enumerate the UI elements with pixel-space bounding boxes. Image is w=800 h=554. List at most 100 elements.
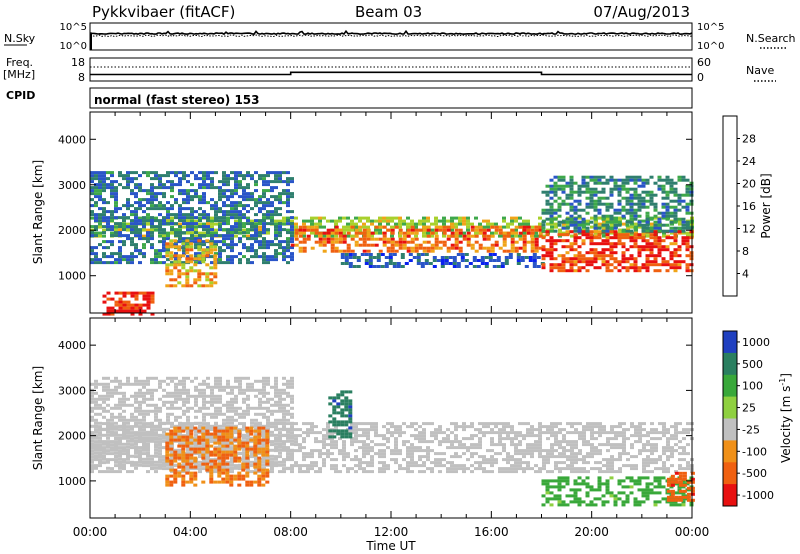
heatmap-cell (350, 440, 354, 444)
heatmap-cell (318, 231, 323, 235)
heatmap-cell (480, 262, 485, 265)
heatmap-cell (442, 458, 446, 462)
heatmap-cell (306, 455, 310, 459)
heatmap-cell (554, 434, 558, 438)
heatmap-cell (446, 249, 451, 253)
heatmap-cell (154, 258, 158, 262)
heatmap-cell (218, 249, 222, 253)
heatmap-cell (106, 186, 110, 190)
heatmap-cell (440, 256, 445, 259)
heatmap-cell (633, 187, 638, 191)
heatmap-cell (177, 281, 182, 285)
heatmap-cell (418, 464, 422, 468)
heatmap-cell (597, 266, 602, 270)
heatmap-cell (98, 174, 102, 178)
heatmap-cell (214, 240, 218, 244)
heatmap-cell (434, 237, 439, 241)
heatmap-cell (278, 207, 282, 211)
heatmap-cell (414, 249, 419, 253)
heatmap-cell (530, 446, 534, 450)
heatmap-cell (686, 422, 690, 426)
heatmap-cell (154, 388, 158, 392)
heatmap-cell (506, 225, 510, 229)
heatmap-cell (110, 243, 114, 247)
heatmap-cell (625, 202, 630, 206)
heatmap-cell (538, 467, 542, 471)
heatmap-cell (106, 436, 110, 440)
heatmap-cell (106, 470, 110, 474)
heatmap-cell (382, 237, 387, 241)
heatmap-cell (610, 461, 614, 465)
heatmap-cell (218, 207, 222, 211)
heatmap-cell (242, 243, 246, 247)
heatmap-cell (118, 246, 122, 250)
heatmap-cell (186, 219, 190, 223)
heatmap-cell (202, 186, 206, 190)
heatmap-cell (606, 464, 610, 468)
heatmap-cell (102, 388, 106, 392)
heatmap-cell (98, 180, 102, 184)
heatmap-cell (242, 428, 246, 432)
heatmap-cell (601, 223, 606, 227)
heatmap-cell (346, 222, 350, 226)
heatmap-cell (162, 394, 166, 398)
heatmap-cell (454, 434, 458, 438)
heatmap-cell (434, 434, 438, 438)
heatmap-cell (158, 255, 162, 259)
heatmap-cell (658, 455, 662, 459)
heatmap-cell (364, 259, 369, 262)
heatmap-cell (420, 253, 425, 256)
heatmap-cell (286, 183, 290, 187)
heatmap-cell (114, 252, 118, 256)
heatmap-cell (134, 186, 138, 190)
power-y-axis-label: Slant Range [km] (31, 160, 45, 264)
heatmap-cell (466, 231, 471, 235)
heatmap-cell (534, 237, 539, 241)
heatmap-cell (665, 223, 670, 227)
heatmap-cell (110, 234, 114, 238)
heatmap-cell (558, 446, 562, 450)
heatmap-cell (488, 253, 493, 256)
heatmap-cell (270, 189, 274, 193)
heatmap-cell (641, 205, 646, 209)
heatmap-cell (158, 455, 162, 459)
heatmap-cell (278, 174, 282, 178)
heatmap-cell (234, 210, 238, 214)
heatmap-cell (262, 177, 266, 181)
heatmap-cell (178, 415, 182, 419)
heatmap-cell (134, 439, 138, 443)
heatmap-cell (114, 442, 118, 446)
heatmap-cell (202, 222, 206, 226)
heatmap-cell (234, 204, 238, 208)
heatmap-cell (541, 208, 546, 212)
heatmap-cell (162, 246, 166, 250)
heatmap-cell (574, 458, 578, 462)
heatmap-cell (502, 431, 506, 435)
heatmap-cell (678, 228, 682, 232)
heatmap-cell (278, 180, 282, 184)
heatmap-cell (342, 452, 346, 456)
heatmap-cell (198, 394, 202, 398)
heatmap-cell (226, 219, 230, 223)
heatmap-cell (106, 216, 110, 220)
heatmap-cell (642, 461, 646, 465)
heatmap-cell (362, 446, 366, 450)
heatmap-cell (166, 249, 170, 253)
heatmap-cell (577, 199, 582, 203)
heatmap-cell (170, 466, 174, 470)
heatmap-cell (456, 262, 461, 265)
heatmap-cell (122, 409, 126, 413)
heatmap-cell (266, 246, 270, 250)
heatmap-cell (214, 222, 218, 226)
heatmap-cell (418, 246, 423, 250)
heatmap-cell (322, 428, 326, 432)
heatmap-cell (594, 422, 598, 426)
heatmap-cell (673, 242, 678, 246)
heatmap-cell (649, 263, 654, 267)
heatmap-cell (254, 237, 258, 241)
heatmap-cell (665, 193, 670, 197)
heatmap-cell (470, 443, 474, 447)
heatmap-cell (669, 242, 674, 246)
heatmap-cell (562, 222, 566, 226)
heatmap-cell (142, 237, 146, 241)
